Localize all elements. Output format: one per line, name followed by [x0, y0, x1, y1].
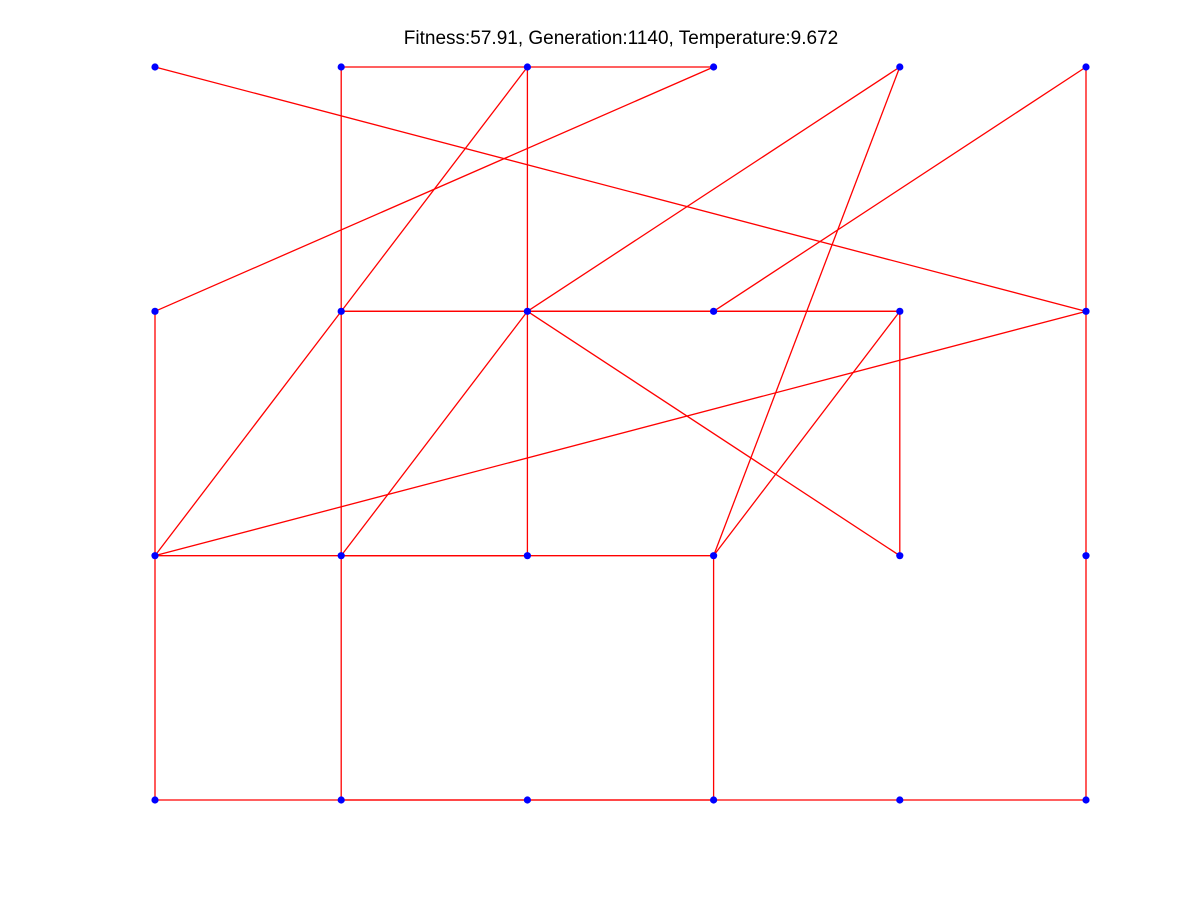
- city-point: [710, 63, 718, 71]
- city-point: [896, 552, 904, 560]
- route-segment: [527, 66, 901, 312]
- city-point: [337, 63, 345, 71]
- city-point: [1082, 63, 1090, 71]
- route-segment: [340, 66, 528, 312]
- city-point: [151, 552, 159, 560]
- city-point: [523, 307, 532, 315]
- city-point: [896, 307, 904, 315]
- city-point: [1082, 796, 1090, 804]
- city-point: [710, 552, 718, 560]
- chart-title: Fitness:57.91, Generation:1140, Temperat…: [403, 28, 839, 49]
- city-point: [710, 796, 718, 804]
- route-segment: [713, 310, 901, 557]
- city-point: [337, 307, 345, 315]
- route-segment: [527, 310, 901, 557]
- city-point: [896, 796, 904, 804]
- city-point: [337, 796, 345, 804]
- city-point: [151, 307, 159, 315]
- city-point: [523, 63, 532, 71]
- city-layer: [151, 63, 1090, 804]
- route-segment: [154, 310, 342, 557]
- route-segment: [154, 66, 1087, 312]
- route-segment: [713, 66, 1087, 312]
- city-point: [896, 63, 904, 71]
- city-point: [1082, 307, 1090, 315]
- city-point: [337, 552, 345, 560]
- city-point: [523, 552, 532, 560]
- route-layer: [154, 66, 1087, 801]
- route-segment: [340, 310, 528, 557]
- city-point: [151, 63, 159, 71]
- city-point: [523, 796, 532, 804]
- city-point: [710, 307, 718, 315]
- route-segment: [154, 310, 1087, 557]
- city-point: [151, 796, 159, 804]
- city-point: [1082, 552, 1090, 560]
